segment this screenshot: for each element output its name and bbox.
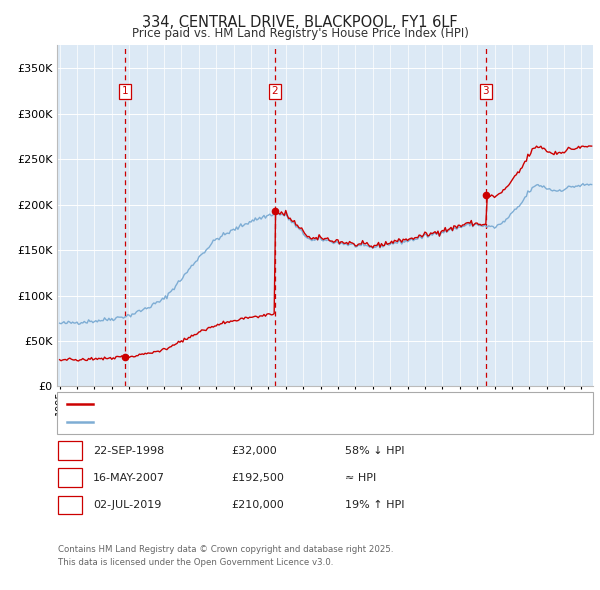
Text: Contains HM Land Registry data © Crown copyright and database right 2025.: Contains HM Land Registry data © Crown c…: [58, 545, 394, 554]
Text: This data is licensed under the Open Government Licence v3.0.: This data is licensed under the Open Gov…: [58, 558, 334, 566]
Text: 2: 2: [67, 473, 74, 483]
Text: 22-SEP-1998: 22-SEP-1998: [93, 446, 164, 455]
Text: 1: 1: [122, 87, 128, 97]
Text: HPI: Average price, detached house, Blackpool: HPI: Average price, detached house, Blac…: [99, 417, 343, 427]
Text: 58% ↓ HPI: 58% ↓ HPI: [345, 446, 404, 455]
Text: 3: 3: [482, 87, 489, 97]
Text: £32,000: £32,000: [231, 446, 277, 455]
Text: 2: 2: [271, 87, 278, 97]
Text: 16-MAY-2007: 16-MAY-2007: [93, 473, 165, 483]
Text: 1: 1: [67, 446, 74, 455]
Text: 334, CENTRAL DRIVE, BLACKPOOL, FY1 6LF: 334, CENTRAL DRIVE, BLACKPOOL, FY1 6LF: [142, 15, 458, 30]
Text: Price paid vs. HM Land Registry's House Price Index (HPI): Price paid vs. HM Land Registry's House …: [131, 27, 469, 40]
Text: 3: 3: [67, 500, 74, 510]
Text: £210,000: £210,000: [231, 500, 284, 510]
Text: 02-JUL-2019: 02-JUL-2019: [93, 500, 161, 510]
Text: ≈ HPI: ≈ HPI: [345, 473, 376, 483]
Text: £192,500: £192,500: [231, 473, 284, 483]
Text: 19% ↑ HPI: 19% ↑ HPI: [345, 500, 404, 510]
Text: 334, CENTRAL DRIVE, BLACKPOOL, FY1 6LF (detached house): 334, CENTRAL DRIVE, BLACKPOOL, FY1 6LF (…: [99, 399, 419, 409]
